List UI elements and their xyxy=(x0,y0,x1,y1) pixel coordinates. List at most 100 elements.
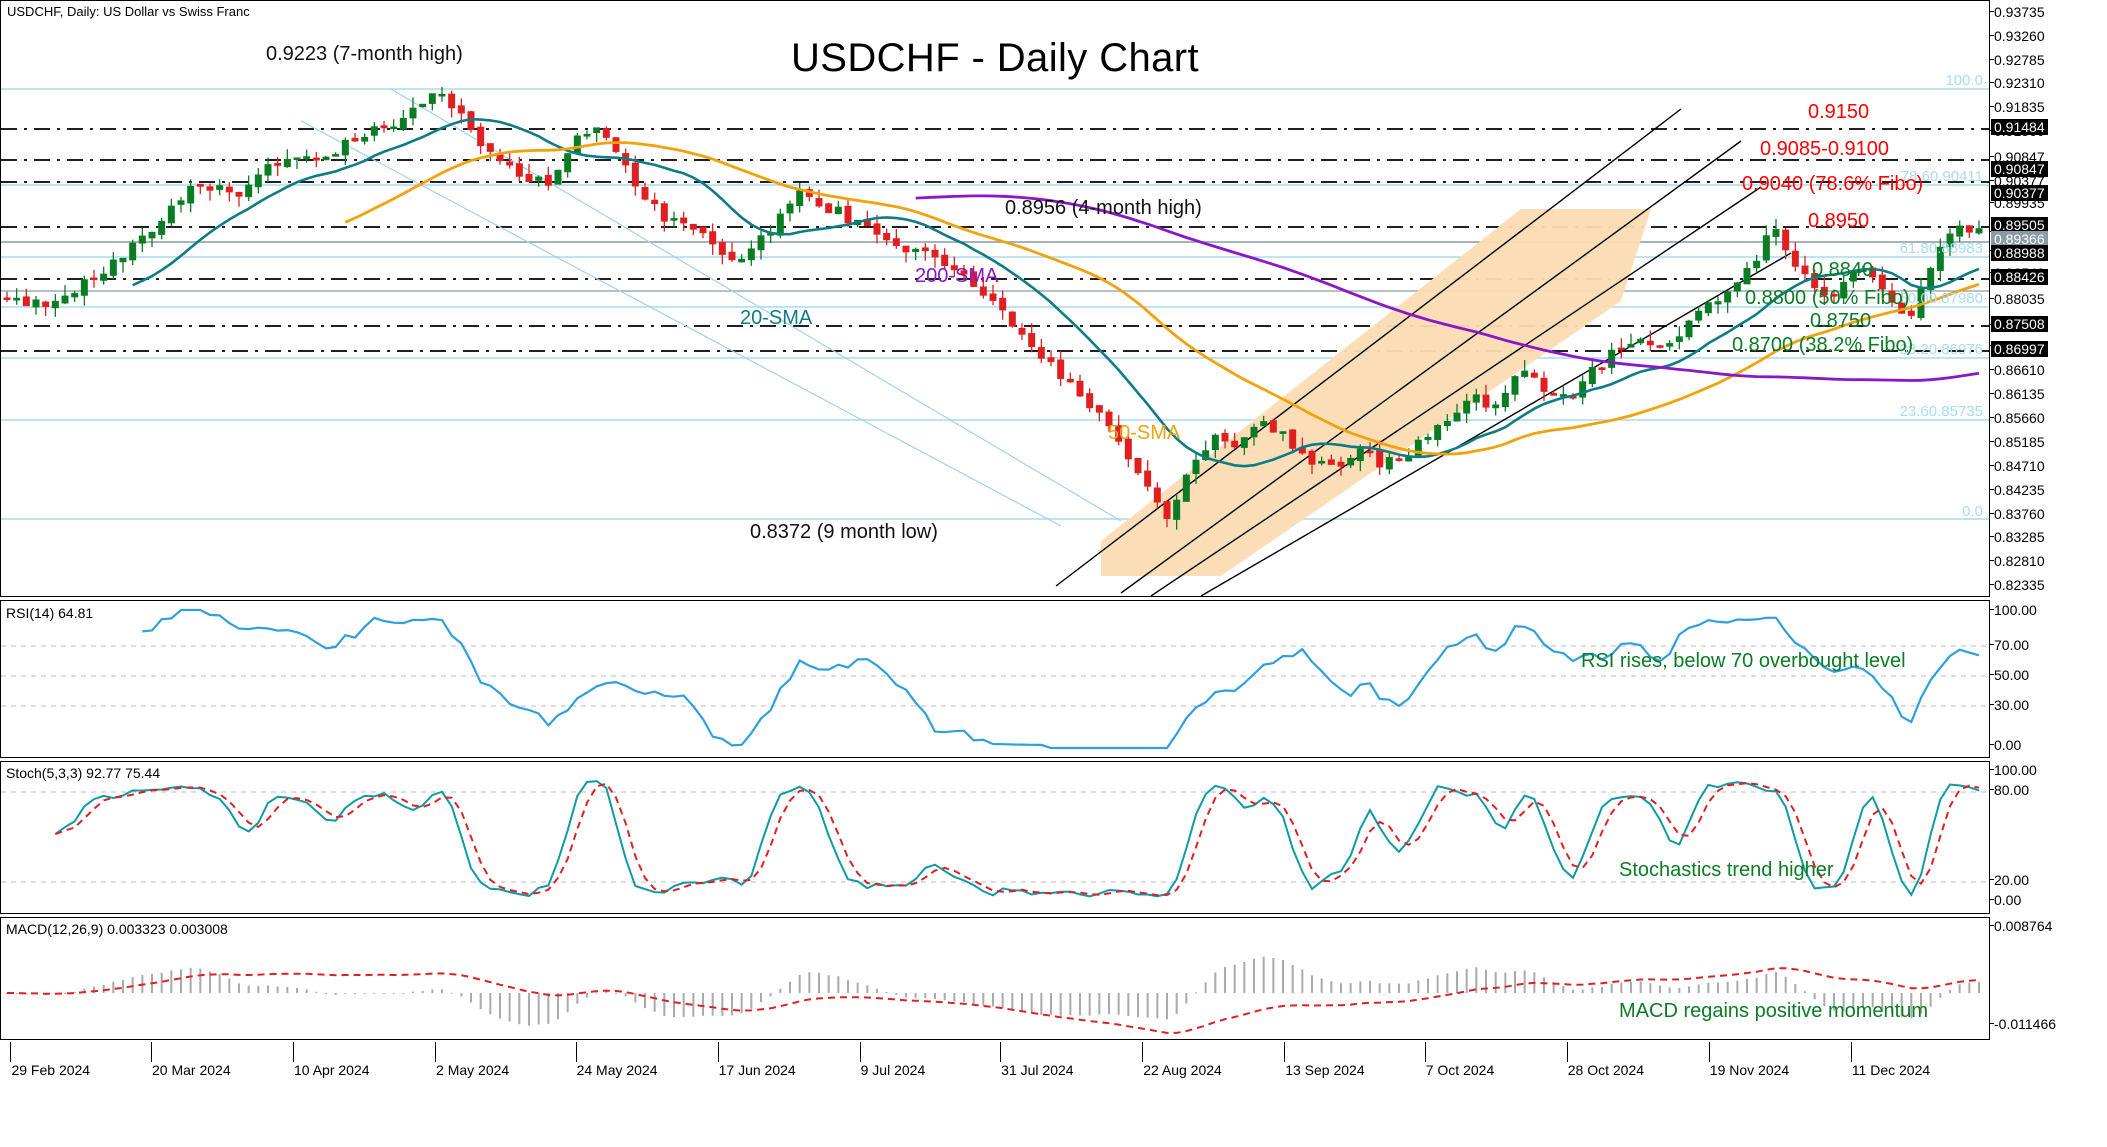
price-axis-highlight-tag: 0.88988 xyxy=(1991,245,2048,261)
channel-lines xyxy=(1055,108,1792,596)
indicator-axis-tick: 0.00 xyxy=(1988,737,2022,753)
annotation-support-0-8840: 0.8840 xyxy=(1812,259,1874,281)
price-axis-tick: 0.82810 xyxy=(1989,553,2045,570)
rsi-line xyxy=(142,608,1980,750)
date-axis-tick: 24 May 2024 xyxy=(575,1042,658,1078)
date-axis-tick: 31 Jul 2024 xyxy=(1000,1042,1074,1078)
price-axis-tick: 0.88035 xyxy=(1989,290,2045,307)
price-chart-panel[interactable]: 100.0 78.60.90411 61.80.88983 50.00.8798… xyxy=(0,0,1990,597)
macd-readout-label: MACD(12,26,9) 0.003323 0.003008 xyxy=(6,921,228,937)
sma-200-line xyxy=(915,194,1980,382)
date-axis-tick: 29 Feb 2024 xyxy=(10,1042,91,1078)
macd-svg xyxy=(6,956,1980,1034)
annotation-support-0-8800: 0.8800 (50% Fibo) xyxy=(1745,287,1910,309)
date-axis-tick: 2 May 2024 xyxy=(435,1042,510,1078)
date-axis[interactable]: 29 Feb 2024 20 Mar 2024 10 Apr 2024 2 May 2… xyxy=(0,1040,1990,1147)
sma-20-line xyxy=(132,117,1980,468)
price-axis-highlight-tag: 0.90847 xyxy=(1991,161,2048,177)
rsi-axis[interactable]: 100.00 70.00 50.00 30.00 0.00 xyxy=(1988,600,2107,758)
annotation-200-sma: 200-SMA xyxy=(915,265,999,287)
price-axis-tick: 0.84235 xyxy=(1989,481,2045,498)
annotation-resistance-0-9085: 0.9085-0.9100 xyxy=(1760,138,1890,160)
indicator-axis-tick: 50.00 xyxy=(1988,667,2030,683)
fibo-label-618: 61.80.88983 xyxy=(1899,240,1983,257)
fibo-label-50: 50.00.87980 xyxy=(1899,290,1983,307)
date-axis-tick: 28 Oct 2024 xyxy=(1566,1042,1645,1078)
indicator-axis-tick: 0.008764 xyxy=(1988,918,2053,934)
price-chart-svg xyxy=(1,86,1989,596)
indicator-axis-tick: 30.00 xyxy=(1988,697,2030,713)
fibo-label-0: 0.0 xyxy=(1962,503,1983,520)
date-axis-tick: 9 Jul 2024 xyxy=(859,1042,926,1078)
annotation-stoch-note: Stochastics trend higher xyxy=(1619,859,1834,881)
stochastics-readout-label: Stoch(5,3,3) 92.77 75.44 xyxy=(6,765,161,781)
price-axis-highlight-tag: 0.91484 xyxy=(1991,119,2048,135)
date-axis-tick: 22 Aug 2024 xyxy=(1142,1042,1222,1078)
price-axis[interactable]: 0.937350.932600.927850.923100.918350.913… xyxy=(1989,0,2107,597)
date-axis-tick: 17 Jun 2024 xyxy=(717,1042,796,1078)
date-axis-tick: 11 Dec 2024 xyxy=(1850,1042,1931,1078)
price-axis-tick: 0.92785 xyxy=(1989,51,2045,68)
candlestick-series xyxy=(3,86,1983,530)
indicator-axis-tick: 0.00 xyxy=(1988,892,2022,908)
fibo-lines xyxy=(1,88,1989,520)
date-axis-tick: 7 Oct 2024 xyxy=(1424,1042,1495,1078)
stochastics-panel[interactable]: Stoch(5,3,3) 92.77 75.44 Stochastics tre… xyxy=(0,761,1990,914)
indicator-axis-tick: 100.00 xyxy=(1989,762,2037,778)
annotation-resistance-0-9040: 0.9040 (78.6% Fibo) xyxy=(1742,173,1924,195)
indicator-axis-tick: 20.00 xyxy=(1988,872,2030,888)
annotation-support-0-8750: 0.8750 xyxy=(1810,310,1872,332)
sma-50-line xyxy=(344,141,1980,456)
annotation-support-0-8700: 0.8700 (38.2% Fibo) xyxy=(1732,334,1914,356)
annotation-50-sma: 50-SMA xyxy=(1108,422,1181,444)
price-axis-tick: 0.90847 xyxy=(1989,149,2045,166)
date-axis-tick: 10 Apr 2024 xyxy=(293,1042,370,1078)
macd-panel[interactable]: MACD(12,26,9) 0.003323 0.003008 MACD reg… xyxy=(0,917,1990,1040)
price-axis-tick: 0.86135 xyxy=(1989,386,2045,403)
fibo-label-382: 38.20.86976 xyxy=(1899,341,1983,358)
indicator-axis-tick: 70.00 xyxy=(1988,637,2030,653)
date-axis-tick: 20 Mar 2024 xyxy=(151,1042,231,1078)
stochastics-svg xyxy=(1,780,1989,898)
indicator-axis-tick: 100.00 xyxy=(1989,602,2037,618)
macd-histogram xyxy=(6,956,1980,1026)
price-axis-highlight-tag: 0.90377 xyxy=(1991,185,2048,201)
rsi-gridlines xyxy=(1,645,1989,707)
rsi-svg xyxy=(1,608,1989,750)
macd-signal-line xyxy=(7,967,1980,1034)
price-axis-tick: 0.86610 xyxy=(1989,362,2045,379)
downtrend-guides xyxy=(300,88,1122,527)
fibo-label-786: 78.60.90411 xyxy=(1900,168,1983,185)
price-axis-tick: 0.90377 xyxy=(1989,172,2045,189)
stochastics-axis[interactable]: 100.00 80.00 20.00 0.00 xyxy=(1988,761,2107,914)
annotation-resistance-0-9150: 0.9150 xyxy=(1808,101,1870,123)
stoch-gridlines xyxy=(1,791,1989,883)
annotation-resistance-0-8950: 0.8950 xyxy=(1808,210,1870,232)
stochastics-k-line xyxy=(54,780,1980,898)
rsi-panel[interactable]: RSI(14) 64.81 RSI rises, below 70 overbo… xyxy=(0,600,1990,758)
sr-levels xyxy=(1,128,1989,352)
annotation-macd-note: MACD regains positive momentum xyxy=(1619,1000,1928,1022)
macd-axis[interactable]: 0.008764 -0.011466 xyxy=(1988,917,2107,1040)
price-axis-tick: 0.83760 xyxy=(1989,505,2045,522)
price-axis-tick: 0.84710 xyxy=(1989,457,2045,474)
price-axis-highlight-tag: 0.89366 xyxy=(1991,231,2048,247)
rsi-readout-label: RSI(14) 64.81 xyxy=(6,605,94,621)
price-axis-tick: 0.93735 xyxy=(1989,3,2045,20)
indicator-axis-tick: 80.00 xyxy=(1988,782,2030,798)
annotation-7-month-high: 0.9223 (7-month high) xyxy=(266,43,463,65)
price-axis-tick: 0.85185 xyxy=(1989,433,2045,450)
price-axis-highlight-tag: 0.86997 xyxy=(1991,341,2048,357)
symbol-header: USDCHF, Daily: US Dollar vs Swiss Franc xyxy=(7,4,250,19)
fibo-label-100: 100.0 xyxy=(1945,72,1983,89)
price-axis-highlight-tag: 0.87508 xyxy=(1991,316,2048,332)
annotation-rsi-note: RSI rises, below 70 overbought level xyxy=(1581,650,1906,672)
fibo-label-236: 23.60.85735 xyxy=(1899,403,1983,420)
indicator-axis-tick: -0.011466 xyxy=(1988,1016,2057,1032)
annotation-4-month-high: 0.8956 (4-month high) xyxy=(1005,197,1202,219)
price-axis-tick: 0.85660 xyxy=(1989,409,2045,426)
page-title: USDCHF - Daily Chart xyxy=(790,36,1200,80)
price-axis-tick: 0.82335 xyxy=(1989,577,2045,594)
price-axis-highlight-tag: 0.88426 xyxy=(1991,269,2048,285)
annotation-9-month-low: 0.8372 (9 month low) xyxy=(750,521,938,543)
